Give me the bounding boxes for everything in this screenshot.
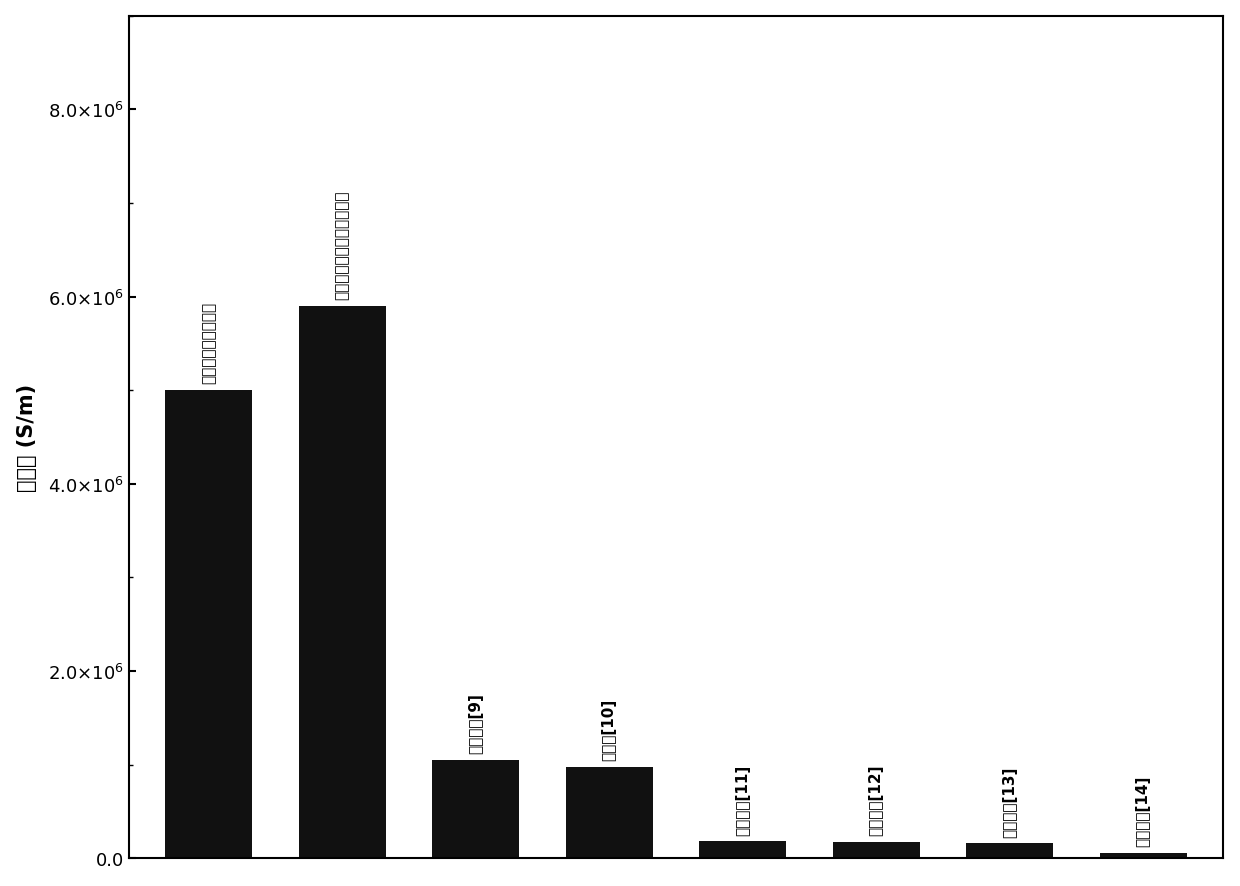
Bar — [966, 843, 1053, 859]
Bar — [165, 391, 252, 859]
Text: 石墨烯纸[11]: 石墨烯纸[11] — [735, 764, 750, 835]
Text: 石墨烯膜（本发明）: 石墨烯膜（本发明） — [201, 302, 216, 384]
Text: 石墨烯膜[14]: 石墨烯膜[14] — [1136, 774, 1151, 846]
Text: 石墨烯纸[12]: 石墨烯纸[12] — [869, 764, 884, 835]
Bar — [1100, 852, 1187, 859]
Bar — [833, 842, 920, 859]
Text: 石墨烯金属合膤（本发明）: 石墨烯金属合膤（本发明） — [335, 190, 350, 299]
Text: 石墨烯胶[9]: 石墨烯胶[9] — [469, 693, 484, 753]
Bar — [565, 766, 652, 859]
Bar — [699, 842, 786, 859]
Text: 石墨烯纸[13]: 石墨烯纸[13] — [1002, 766, 1017, 836]
Bar — [433, 760, 520, 859]
Y-axis label: 电导率 (S/m): 电导率 (S/m) — [16, 384, 37, 492]
Bar — [299, 307, 386, 859]
Text: 石墨胶[10]: 石墨胶[10] — [601, 698, 616, 760]
